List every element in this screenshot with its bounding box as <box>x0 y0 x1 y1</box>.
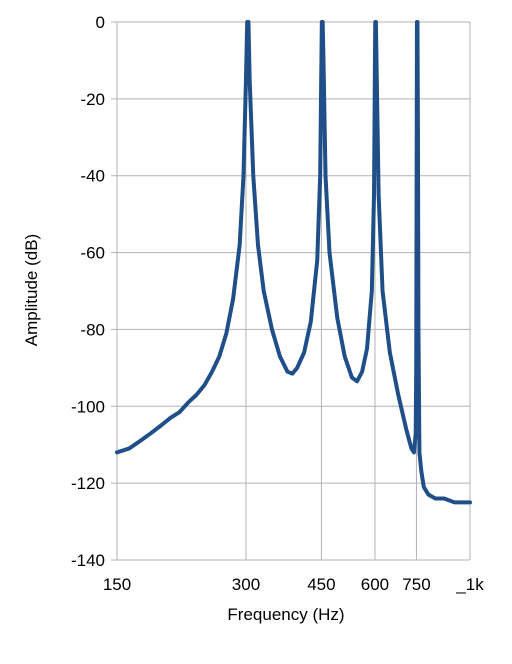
plot-frame <box>116 22 470 561</box>
x-tick-label: 750 <box>402 575 430 594</box>
y-tick-label: 0 <box>96 13 105 32</box>
x-tick-label: 150 <box>103 575 131 594</box>
y-tick-label: -60 <box>80 244 105 263</box>
x-tick-label: _1k <box>455 575 484 594</box>
x-axis-title: Frequency (Hz) <box>227 605 344 624</box>
series-lines <box>115 20 472 505</box>
x-tick-label: 450 <box>307 575 335 594</box>
y-tick-label: -140 <box>71 551 105 570</box>
y-tick-label: -40 <box>80 167 105 186</box>
x-tick-label: 300 <box>232 575 260 594</box>
y-tick-label: -20 <box>80 90 105 109</box>
y-tick-label: -80 <box>80 320 105 339</box>
tick-labels: 0 -20 -40 -60 -80 -100 -120 -140 150 300 450 600 750… <box>71 13 484 594</box>
y-axis-title: Amplitude (dB) <box>22 234 41 346</box>
x-tick-label: 600 <box>361 575 389 594</box>
y-tick-label: -120 <box>71 474 105 493</box>
series-line <box>115 20 472 505</box>
y-tick-label: -100 <box>71 397 105 416</box>
